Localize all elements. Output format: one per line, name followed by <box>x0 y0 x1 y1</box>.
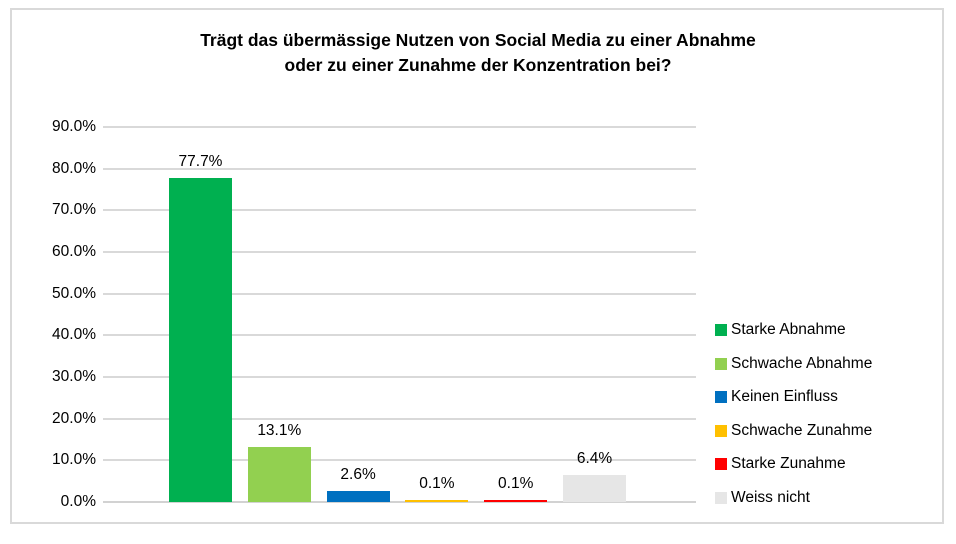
legend-swatch-icon <box>715 324 727 336</box>
y-axis-tick-label: 40.0% <box>52 326 96 344</box>
x-axis-line <box>103 501 696 503</box>
gridline <box>103 334 696 337</box>
bar-value-label-weiss-nicht: 6.4% <box>576 450 613 468</box>
gridline <box>103 417 696 420</box>
legend-swatch-icon <box>715 491 727 504</box>
y-axis-tick-label: 70.0% <box>52 201 96 219</box>
bar-value-label-schwache-zunahme: 0.1% <box>419 474 455 492</box>
legend-item-starke-abnahme: Starke Abnahme <box>715 320 846 340</box>
legend-label: Starke Zunahme <box>731 455 846 472</box>
bar-weiss-nicht <box>563 475 626 502</box>
legend-item-schwache-zunahme: Schwache Zunahme <box>715 421 872 441</box>
y-axis-tick-label: 50.0% <box>52 284 96 302</box>
bar-value-label-starke-zunahme: 0.1% <box>498 474 534 492</box>
legend-item-weiss-nicht: Weiss nicht <box>715 488 810 508</box>
gridline <box>103 126 696 128</box>
y-axis-tick-label: 90.0% <box>52 118 96 135</box>
legend-item-keinen-einfluss: Keinen Einfluss <box>715 387 838 407</box>
chart-frame <box>10 8 944 524</box>
y-axis-tick-label: 30.0% <box>52 368 96 385</box>
legend-swatch-icon <box>715 357 727 370</box>
bar-keinen-einfluss <box>326 491 390 502</box>
gridline <box>103 251 696 253</box>
chart-title-line-2: oder zu einer Zunahme der Konzentration … <box>284 55 672 75</box>
bar-schwache-abnahme <box>247 447 311 502</box>
y-axis-tick-label: 60.0% <box>52 243 96 260</box>
legend-label: Weiss nicht <box>731 488 810 506</box>
gridline <box>103 167 696 170</box>
bar-value-label-schwache-abnahme: 13.1% <box>257 422 302 440</box>
gridline <box>103 209 696 212</box>
y-axis-tick-label: 0.0% <box>60 493 96 510</box>
legend-label: Keinen Einfluss <box>731 388 838 405</box>
legend-swatch-icon <box>715 458 727 470</box>
gridline <box>103 376 696 378</box>
legend-label: Starke Abnahme <box>731 321 846 338</box>
bar-starke-abnahme <box>169 178 232 502</box>
legend-swatch-icon <box>715 424 727 437</box>
bar-starke-zunahme <box>484 499 548 502</box>
y-axis-tick-label: 20.0% <box>52 409 96 427</box>
bar-value-label-starke-abnahme: 77.7% <box>178 153 223 171</box>
legend-label: Schwache Abnahme <box>731 354 873 372</box>
legend-item-starke-zunahme: Starke Zunahme <box>715 454 846 474</box>
y-axis-tick-label: 80.0% <box>52 159 96 177</box>
bar-schwache-zunahme <box>405 499 469 502</box>
legend-swatch-icon <box>715 391 727 403</box>
gridline <box>103 459 696 462</box>
chart-title: Trägt das übermässige Nutzen von Social … <box>10 28 946 78</box>
gridline <box>103 292 696 295</box>
legend-item-schwache-abnahme: Schwache Abnahme <box>715 354 872 374</box>
y-axis-tick-label: 10.0% <box>52 451 96 469</box>
chart-title-line-1: Trägt das übermässige Nutzen von Social … <box>200 30 756 50</box>
bar-value-label-keinen-einfluss: 2.6% <box>340 466 376 484</box>
legend-label: Schwache Zunahme <box>731 421 873 439</box>
